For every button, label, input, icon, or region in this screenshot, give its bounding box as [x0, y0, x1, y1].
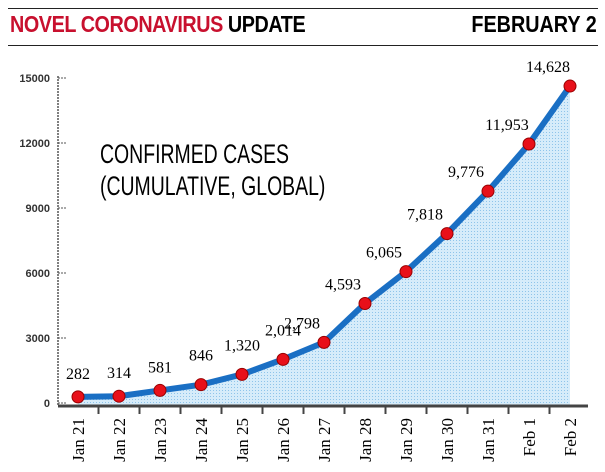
x-tick-label: Jan 24	[192, 418, 211, 462]
y-tick-label: 12000	[19, 138, 50, 150]
x-tick-label: Jan 25	[233, 418, 252, 462]
data-point	[481, 184, 495, 198]
data-point	[317, 335, 331, 349]
y-tick-label: 15000	[19, 73, 50, 85]
x-tick-label: Jan 23	[151, 418, 170, 462]
x-tick-label: Jan 31	[479, 418, 498, 462]
data-point	[440, 227, 454, 241]
header-rule	[8, 45, 598, 46]
data-label: 846	[189, 348, 213, 365]
data-label: 7,818	[407, 207, 443, 224]
x-tick-label: Feb 1	[520, 418, 539, 456]
data-label: 11,953	[485, 117, 528, 134]
x-tick-label: Jan 21	[69, 418, 88, 462]
headline-red: NOVEL CORONAVIRUS	[10, 11, 223, 37]
data-point	[522, 137, 536, 151]
top-rule	[8, 8, 598, 9]
y-tick-label: 6000	[26, 268, 50, 280]
y-tick-label: 9000	[26, 203, 50, 215]
area-fill	[78, 86, 570, 406]
x-tick-label: Jan 27	[315, 418, 334, 462]
chart-title-line: CONFIRMED CASES	[100, 139, 290, 169]
data-label: 9,776	[448, 164, 484, 181]
data-point	[399, 265, 413, 279]
data-label: 4,593	[325, 276, 361, 293]
x-tick-label: Jan 28	[356, 418, 375, 462]
data-label: 2,798	[284, 315, 320, 332]
x-tick-label: Jan 29	[397, 418, 416, 462]
data-label: 1,320	[224, 337, 260, 354]
headline-date: FEBRUARY 2	[471, 11, 597, 37]
chart-subtitle: (CUMULATIVE, GLOBAL)	[100, 171, 326, 201]
data-point	[276, 352, 290, 366]
data-label: 14,628	[526, 59, 570, 76]
x-tick-label: Feb 2	[561, 418, 580, 456]
data-point	[71, 390, 85, 404]
x-tick-label: Jan 30	[438, 418, 457, 462]
y-tick-label: 3000	[26, 333, 50, 345]
data-label: 6,065	[366, 245, 402, 262]
x-tick-label: Jan 26	[274, 418, 293, 462]
headline: NOVEL CORONAVIRUS UPDATE	[10, 11, 306, 38]
data-label: 314	[107, 365, 131, 382]
headline-black: UPDATE	[227, 11, 306, 37]
data-point	[358, 296, 372, 310]
x-tick-label: Jan 22	[110, 418, 129, 462]
data-label: 282	[66, 366, 90, 383]
data-point	[112, 389, 126, 403]
y-tick-label: 0	[44, 398, 50, 410]
data-point	[194, 378, 208, 392]
data-point	[235, 367, 249, 381]
data-point	[563, 79, 577, 93]
data-point	[153, 383, 167, 397]
data-label: 2,014	[265, 322, 301, 339]
data-label: 581	[148, 359, 172, 376]
chart-title: CONFIRMED CASES (CUMULATIVE, GLOBAL)	[100, 138, 325, 202]
